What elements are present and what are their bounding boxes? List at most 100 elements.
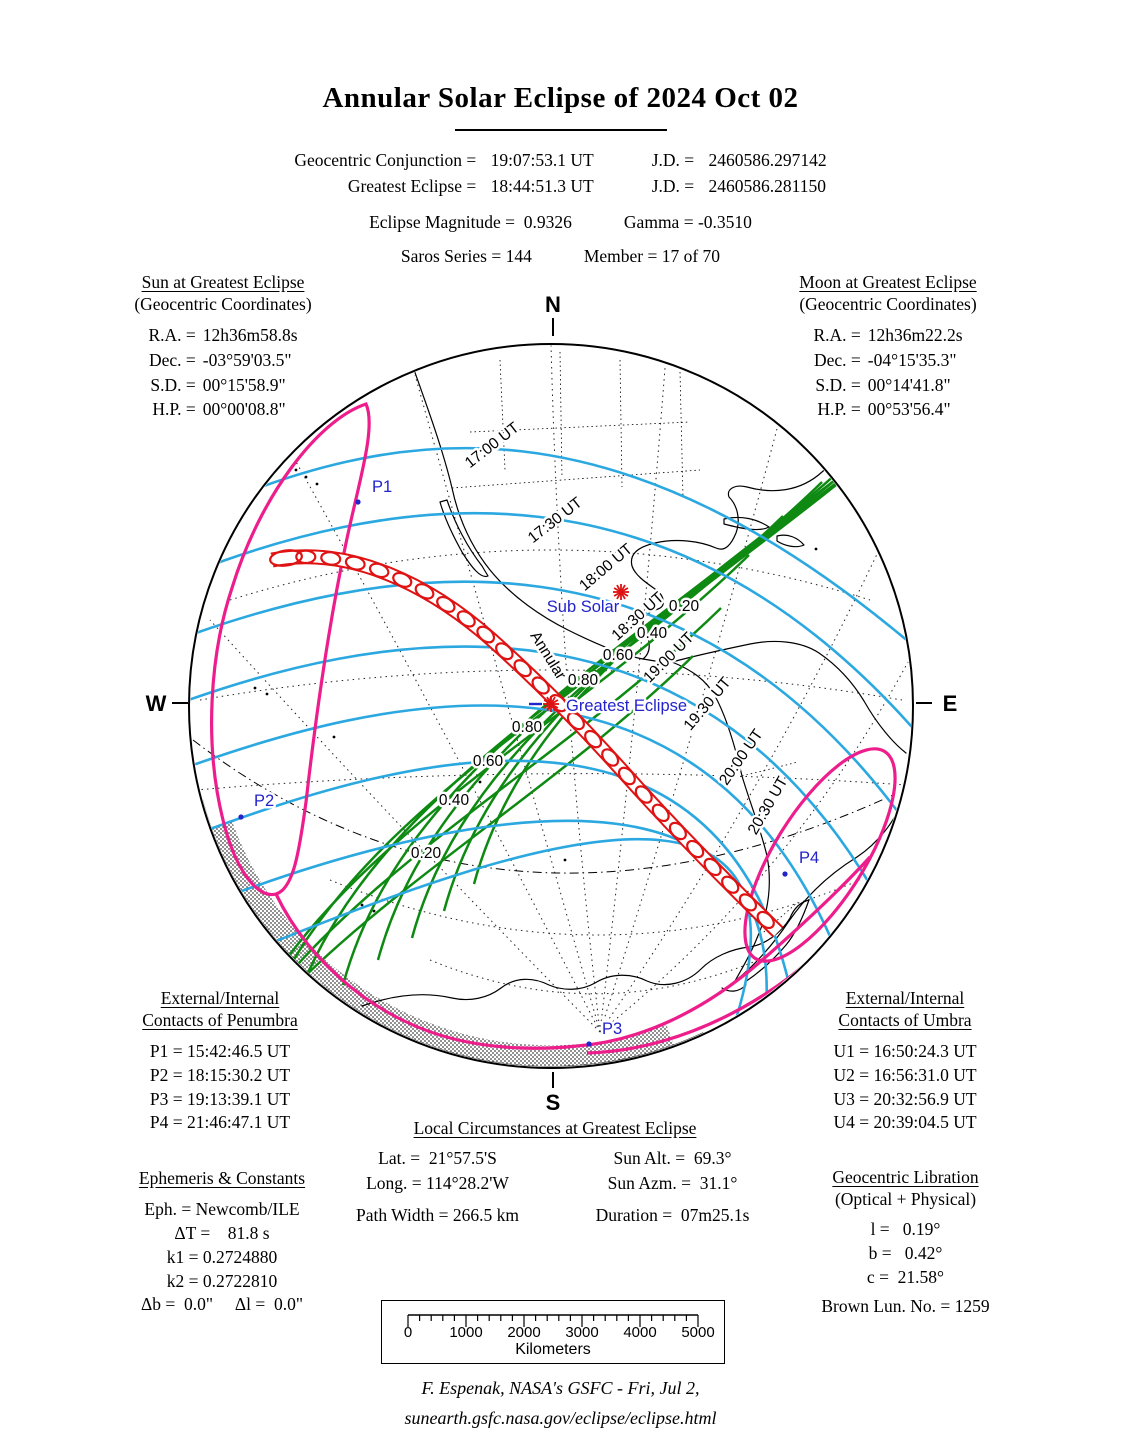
moon-outline <box>456 610 476 628</box>
sun-coord-label: S.D. = <box>150 374 196 395</box>
ephemeris-row: Eph. = Newcomb/ILE <box>144 1198 300 1219</box>
moon-outline <box>584 729 603 749</box>
conjunction-label: Geocentric Conjunction = <box>294 150 477 170</box>
moon-outline <box>651 803 670 823</box>
magnitude-label: 0.60 <box>603 647 634 664</box>
sun-coord-label: H.P. = <box>152 399 196 420</box>
path-width: Path Width = 266.5 km <box>356 1204 519 1225</box>
sun-coord-label: R.A. = <box>148 324 196 345</box>
libration-row: b = 0.42° <box>868 1242 943 1263</box>
scale-tick-label: 0 <box>404 1324 412 1341</box>
contact-point-dot-p4 <box>782 871 788 877</box>
umbra-contact-row: U3 = 20:32:56.9 UT <box>833 1088 977 1109</box>
moon-coord-label: S.D. = <box>815 374 861 395</box>
libration-row: c = 21.58° <box>866 1266 945 1287</box>
sun-coord-value: 12h36m58.8s <box>202 324 298 345</box>
moon-outline <box>320 551 342 566</box>
title-rule <box>455 129 667 131</box>
libration-title: Geocentric Libration <box>832 1167 979 1187</box>
contact-point-dot-p1 <box>355 499 361 505</box>
contact-point-label-p1: P1 <box>372 478 392 496</box>
sub-solar-label: Sub Solar <box>547 598 620 616</box>
moon-outline <box>414 583 435 600</box>
moon-outline <box>668 821 687 841</box>
sun-coordinates-panel: Sun at Greatest Eclipse (Geocentric Coor… <box>88 272 358 421</box>
moon-outline <box>476 625 496 644</box>
brown-lunation-number: Brown Lun. No. = 1259 <box>821 1296 990 1317</box>
moon-outline <box>634 785 653 804</box>
magnitude-label: 0.80 <box>568 672 599 689</box>
contact-point-dot-p2 <box>238 814 244 820</box>
local-circumstances-title: Local Circumstances at Greatest Eclipse <box>413 1118 697 1138</box>
sun-coord-label: Dec. = <box>148 349 196 370</box>
moon-outline <box>756 910 775 930</box>
distance-scale-bar: 0 1000 2000 3000 4000 5000 Kilometers <box>381 1300 725 1364</box>
umbra-contacts-panel: External/Internal Contacts of Umbra U1 =… <box>775 988 1035 1134</box>
author-credit: F. Espenak, NASA's GSFC - Fri, Jul 2, <box>421 1378 700 1398</box>
scale-unit-label: Kilometers <box>515 1341 591 1358</box>
penumbra-contact-row: P4 = 21:46:47.1 UT <box>149 1112 291 1133</box>
compass <box>172 318 932 1088</box>
moon-outline <box>392 571 413 588</box>
moon-outline <box>566 711 585 731</box>
local-sun-row: Sun Azm. = 31.1° <box>607 1172 738 1193</box>
penumbra-contacts-panel: External/Internal Contacts of Penumbra P… <box>85 988 355 1134</box>
sun-coord-value: -03°59'03.5" <box>202 349 292 370</box>
local-sun-row: Sun Alt. = 69.3° <box>613 1147 732 1168</box>
asterisk-spoke <box>613 587 629 597</box>
twilight-stipple-band <box>201 821 678 1067</box>
umbra-contact-row: U2 = 16:56:31.0 UT <box>833 1064 977 1085</box>
magnitude-curve <box>190 655 694 1067</box>
greatest-eclipse-time-value: 18:44:51.3 UT <box>486 176 594 196</box>
graticule <box>195 345 909 1033</box>
local-circumstances-panel: Local Circumstances at Greatest Eclipse … <box>320 1118 790 1227</box>
moon-outline <box>368 562 390 579</box>
eclipse-magnitude: Eclipse Magnitude = 0.9326 <box>369 212 572 232</box>
moon-panel-subtitle: (Geocentric Coordinates) <box>799 293 977 314</box>
greatest-eclipse-jd-value: 2460586.281150 <box>704 176 826 196</box>
moon-outline <box>686 839 705 859</box>
moon-outline-chain <box>295 549 775 930</box>
libration-panel: Geocentric Libration (Optical + Physical… <box>768 1167 1043 1318</box>
duration: Duration = 07m25.1s <box>595 1204 750 1225</box>
moon-outline <box>601 748 620 767</box>
magnitude-label: 0.80 <box>512 719 543 736</box>
moon-coord-value: 12h36m22.2s <box>867 324 963 345</box>
libration-subtitle: (Optical + Physical) <box>834 1188 977 1209</box>
conjunction-jd-label: J.D. = <box>651 150 695 170</box>
scale-tick-label: 3000 <box>565 1324 598 1341</box>
asterisk-spoke <box>543 699 559 709</box>
contact-point-label-p3: P3 <box>602 1020 622 1038</box>
moon-coord-label: Dec. = <box>813 349 861 370</box>
penumbra-title-line2: Contacts of Penumbra <box>142 1009 298 1030</box>
sun-coord-value: 00°00'08.8" <box>202 399 286 420</box>
umbra-title-line2: Contacts of Umbra <box>838 1009 972 1030</box>
continent-outlines <box>361 352 907 1007</box>
conjunction-value: 19:07:53.1 UT <box>486 150 594 170</box>
moon-outline <box>295 549 317 565</box>
ephemeris-title: Ephemeris & Constants <box>138 1168 306 1188</box>
greatest-eclipse-time-label: Greatest Eclipse = <box>347 176 477 196</box>
contact-point-dot-p3 <box>586 1041 592 1047</box>
moon-coord-label: R.A. = <box>813 324 861 345</box>
local-position-row: Long. = 114°28.2'W <box>366 1172 509 1193</box>
moon-outline <box>436 595 456 613</box>
penumbra-contact-row: P3 = 19:13:39.1 UT <box>149 1088 291 1109</box>
sun-panel-title: Sun at Greatest Eclipse <box>141 272 305 292</box>
moon-outline <box>703 857 722 877</box>
moon-panel-title: Moon at Greatest Eclipse <box>799 272 977 292</box>
event-asterisks <box>543 584 629 712</box>
scale-tick-label: 1000 <box>449 1324 482 1341</box>
scale-tick-label: 4000 <box>623 1324 656 1341</box>
penumbra-contact-row: P1 = 15:42:46.5 UT <box>149 1040 291 1061</box>
sun-panel-subtitle: (Geocentric Coordinates) <box>134 293 312 314</box>
umbra-contact-row: U1 = 16:50:24.3 UT <box>833 1040 977 1061</box>
moon-coord-value: -04°15'35.3" <box>867 349 957 370</box>
ephemeris-row: k2 = 0.2722810 <box>166 1270 278 1291</box>
scale-tick-label: 2000 <box>507 1324 540 1341</box>
sun-coord-value: 00°15'58.9" <box>202 374 286 395</box>
saros-member: Member = 17 of 70 <box>583 246 721 266</box>
magnitude-label: 0.20 <box>669 598 700 615</box>
saros-series: Saros Series = 144 <box>400 246 532 266</box>
